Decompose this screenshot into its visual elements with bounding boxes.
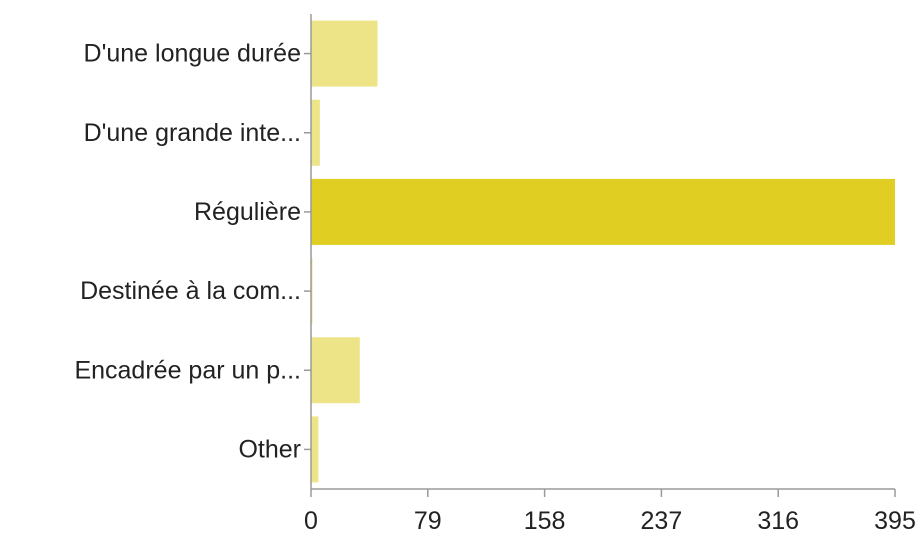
bar-5 [311,416,319,483]
category-label-5: Other [238,435,301,463]
bar-1 [311,99,320,166]
x-tick-label-1: 79 [414,507,442,535]
bar-0 [311,20,378,87]
category-label-4: Encadrée par un p... [74,356,301,384]
category-label-3: Destinée à la com... [80,277,301,305]
x-tick-label-5: 395 [874,507,916,535]
x-tick-label-4: 316 [757,507,799,535]
category-label-2: Régulière [194,198,301,226]
bars-group [311,20,895,483]
bar-2 [311,178,895,245]
x-tick-label-3: 237 [641,507,683,535]
bar-4 [311,337,360,404]
category-label-1: D'une grande inte... [84,119,301,147]
category-label-0: D'une longue durée [84,40,301,68]
x-tick-label-0: 0 [304,507,318,535]
x-axis-ticks: 0 79 158 237 316 395 [304,52,916,535]
category-labels: D'une longue durée D'une grande inte... Ré… [74,40,301,464]
x-tick-label-2: 158 [524,507,566,535]
